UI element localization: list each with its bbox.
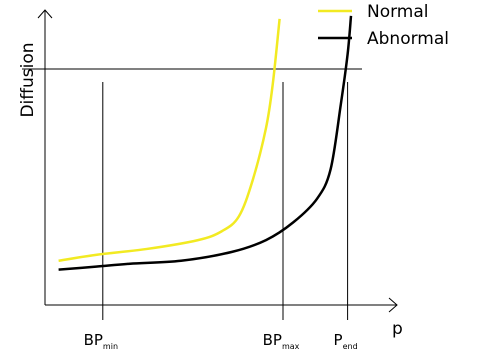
axis-labels: Diffusion p: [18, 42, 403, 339]
reference-line-label: BPmax: [263, 331, 300, 351]
reference-line-label: Pend: [334, 331, 358, 351]
x-axis-label: p: [392, 319, 403, 339]
axes: [37, 9, 398, 313]
legend: Normal Abnormal: [318, 2, 449, 49]
legend-label-abnormal: Abnormal: [367, 29, 449, 49]
reference-line-label: BPmin: [84, 331, 118, 351]
reference-label-main: BP: [84, 331, 103, 349]
y-axis-arrow: [37, 9, 53, 19]
reference-label-sub: min: [103, 342, 118, 351]
series-line-abnormal: [58, 15, 353, 271]
series-line-normal: [58, 18, 281, 262]
y-axis-label: Diffusion: [18, 42, 38, 117]
x-axis-arrow: [388, 297, 398, 313]
series-layer: [58, 15, 353, 271]
reference-label-main: BP: [263, 331, 282, 349]
legend-label-normal: Normal: [367, 2, 429, 22]
reference-label-sub: max: [282, 342, 300, 351]
reference-label-main: P: [334, 331, 343, 349]
reference-lines: BPmin BPmax Pend: [22, 68, 362, 351]
reference-label-sub: end: [343, 342, 358, 351]
